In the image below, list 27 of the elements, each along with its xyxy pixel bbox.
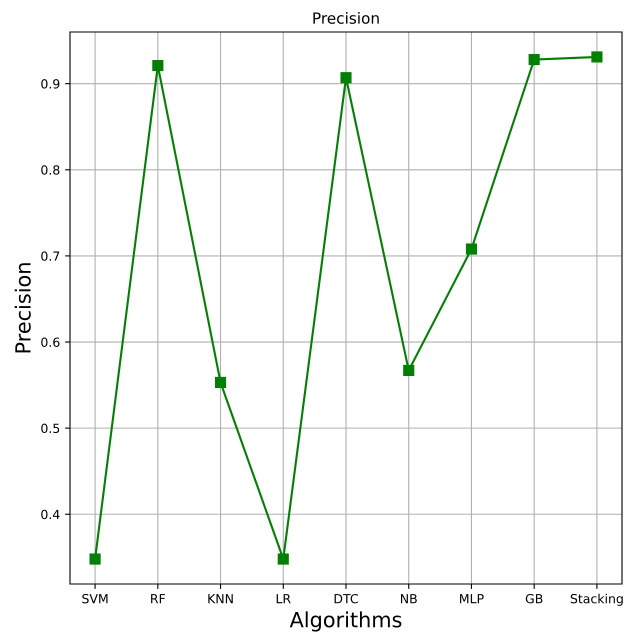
point [152, 60, 164, 72]
chart-title: Precision [313, 12, 379, 24]
y-tick-label: 0.5 [41, 424, 60, 434]
y-axis-title: Precision [14, 263, 31, 352]
x-tick-label: NB [400, 594, 417, 604]
x-tick-label: LR [276, 594, 291, 604]
x-tick-label: RF [151, 594, 166, 604]
point [90, 553, 101, 565]
x-axis-title: Algorithms [290, 611, 402, 632]
point [466, 243, 478, 255]
y-tick-label: 0.4 [41, 510, 60, 520]
x-tick-label: DTC [334, 594, 358, 604]
y-tick-label: 0.6 [41, 337, 60, 347]
x-tick-label: SVM [82, 594, 108, 604]
x-tick-label: GB [526, 594, 542, 604]
point [340, 72, 352, 84]
point [528, 54, 540, 66]
point [403, 364, 414, 376]
x-tick-label: Stacking [570, 594, 623, 606]
x-tick-label: MLP [460, 594, 484, 604]
y-tick-label: 0.8 [41, 165, 60, 175]
point [278, 553, 289, 565]
y-tick-label: 0.7 [41, 251, 60, 261]
point [214, 376, 226, 388]
y-tick-label: 0.9 [41, 79, 60, 89]
x-tick-label: KNN [208, 594, 233, 604]
point [591, 51, 602, 63]
